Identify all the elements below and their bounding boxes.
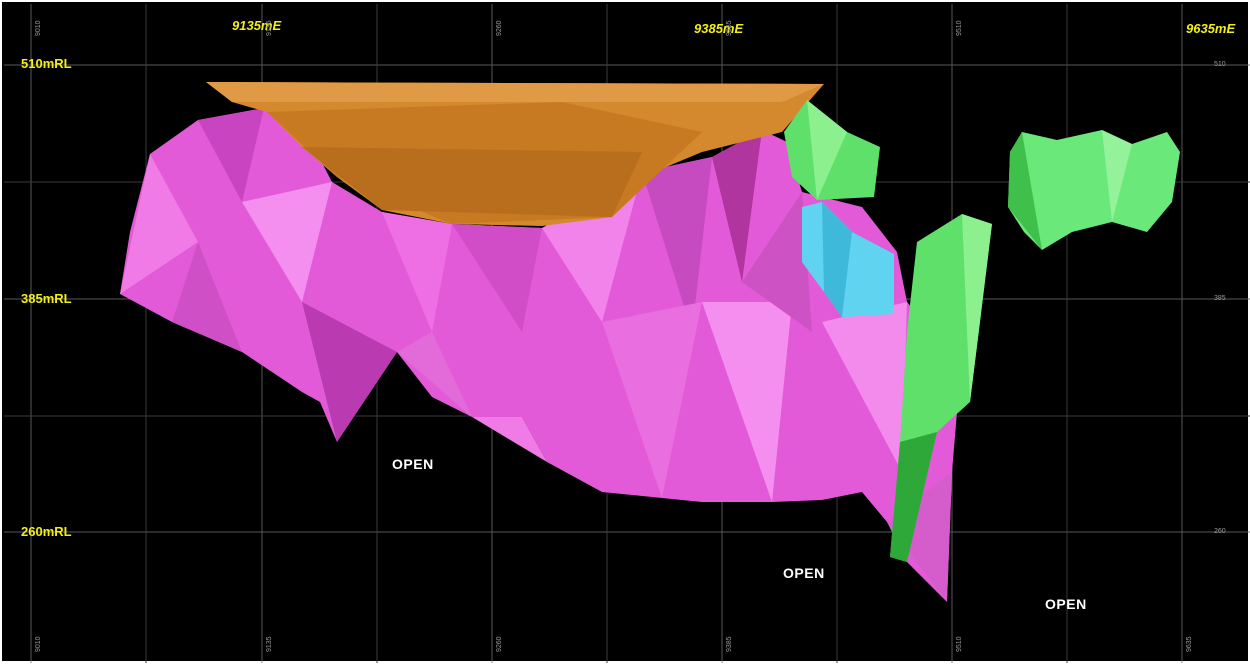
top-tick-9385: 9385 xyxy=(726,20,733,36)
rl-label-260: 260mRL xyxy=(21,524,72,539)
open-label-right: OPEN xyxy=(1045,596,1087,612)
top-tick-9135: 9135 xyxy=(266,20,273,36)
bottom-tick-9385: 9385 xyxy=(726,636,733,652)
right-tick-510: 510 xyxy=(1214,61,1226,68)
bottom-tick-9260: 9260 xyxy=(496,636,503,652)
open-label-middle: OPEN xyxy=(783,565,825,581)
top-tick-9510: 9510 xyxy=(956,20,963,36)
green-lode-right xyxy=(1008,130,1180,250)
green-lode-steep xyxy=(890,214,992,562)
bottom-tick-9010: 9010 xyxy=(35,636,42,652)
green-lode-upper-left xyxy=(784,100,880,200)
open-label-left: OPEN xyxy=(392,456,434,472)
top-tick-9260: 9260 xyxy=(496,20,503,36)
bottom-tick-9510: 9510 xyxy=(956,636,963,652)
bottom-tick-9635: 9635 xyxy=(1186,636,1193,652)
easting-label-9135: 9135mE xyxy=(232,18,282,33)
easting-label-9635: 9635mE xyxy=(1186,21,1236,36)
right-tick-385: 385 xyxy=(1214,295,1226,302)
right-tick-260: 260 xyxy=(1214,528,1226,535)
rl-label-510: 510mRL xyxy=(21,56,72,71)
easting-label-9385: 9385mE xyxy=(694,21,744,36)
blue-lode xyxy=(802,202,894,317)
bottom-tick-9135: 9135 xyxy=(266,636,273,652)
rl-label-385: 385mRL xyxy=(21,291,72,306)
orange-pit-shell xyxy=(206,82,824,226)
top-tick-9010: 9010 xyxy=(35,20,42,36)
